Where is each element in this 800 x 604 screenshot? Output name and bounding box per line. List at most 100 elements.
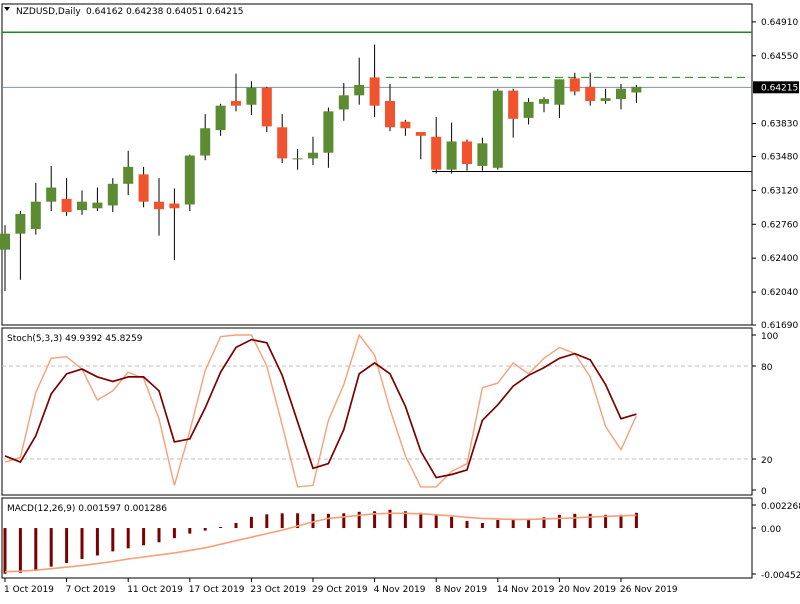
macd-title: MACD(12,26,9) 0.001597 0.001286: [7, 504, 167, 514]
candle: [415, 132, 426, 160]
macd-histogram-bar: [34, 528, 38, 570]
time-tick-label: 23 Oct 2019: [250, 585, 306, 595]
candle-body: [400, 121, 411, 129]
macd-histogram-bar: [3, 528, 7, 574]
candle: [462, 139, 472, 171]
macd-histogram-bar: [573, 513, 577, 529]
macd-histogram-bar: [326, 513, 330, 529]
stoch-tick-label: 80: [761, 363, 773, 373]
time-tick-label: 1 Oct 2019: [4, 585, 54, 595]
macd-histogram-bar: [18, 528, 22, 573]
candlestick-series: [0, 44, 642, 292]
candle-body: [292, 158, 303, 160]
candle-body: [92, 202, 103, 209]
time-tick-label: 17 Oct 2019: [189, 585, 245, 595]
candle: [354, 57, 365, 105]
candle: [400, 119, 411, 136]
macd-histogram-bar: [419, 512, 423, 529]
macd-axis: 0.002268 0.00 -0.004526: [752, 502, 800, 581]
stochastic-plot: [2, 333, 752, 488]
candle-body: [61, 198, 72, 213]
candle-body: [569, 78, 580, 92]
stoch-tick-label: 0: [761, 487, 767, 497]
candle-body: [123, 166, 134, 184]
panel-frames: [1, 3, 753, 579]
candle: [231, 73, 241, 112]
candle: [292, 148, 303, 170]
candle: [585, 72, 596, 106]
triangle-down-icon[interactable]: [4, 7, 10, 11]
macd-histogram-bar: [157, 528, 161, 543]
candle: [338, 83, 349, 121]
stoch-main-line: [4, 333, 638, 488]
candle: [169, 188, 180, 261]
macd-histogram-bar: [265, 514, 269, 529]
macd-histogram-bar: [388, 509, 392, 529]
candle: [477, 137, 488, 171]
price-tick-label: 0.64550: [761, 52, 798, 62]
candle: [215, 103, 226, 136]
candle-body: [492, 90, 503, 168]
price-tick-label: 0.64910: [761, 18, 798, 28]
candle-body: [354, 84, 365, 96]
price-tick-label: 0.63830: [761, 120, 798, 130]
candle: [138, 166, 149, 208]
macd-histogram-bar: [311, 513, 315, 529]
macd-histogram-bar: [450, 516, 454, 529]
candle-body: [431, 136, 442, 170]
candle-body: [523, 101, 534, 118]
candle-body: [184, 155, 195, 205]
candle-body: [246, 87, 257, 105]
candle-body: [15, 213, 26, 234]
macd-histogram-bar: [249, 516, 253, 529]
symbol-label: NZDUSD,Daily: [16, 7, 81, 17]
price-tick-label: 0.62400: [761, 254, 798, 264]
candle-body: [446, 141, 457, 170]
candle: [523, 98, 534, 125]
candle-body: [231, 100, 241, 106]
price-tick-label: 0.62040: [761, 288, 798, 298]
macd-histogram-bar: [604, 514, 608, 529]
candle: [616, 84, 626, 110]
candle-body: [616, 88, 626, 100]
candle-body: [215, 105, 226, 131]
macd-histogram-bar: [296, 513, 300, 529]
macd-histogram-bar: [588, 513, 592, 529]
candle-body: [138, 174, 149, 202]
candle: [77, 190, 87, 215]
macd-signal-line: [4, 512, 637, 573]
macd-histogram-bar: [496, 519, 500, 529]
last-price-tag: [753, 81, 799, 94]
macd-tick-label: 0.002268: [761, 502, 800, 512]
candle-body: [415, 132, 426, 136]
macd-histogram-bar: [172, 528, 176, 539]
candle-body: [277, 127, 288, 159]
candle-body: [600, 98, 611, 101]
time-tick-label: 11 Oct 2019: [127, 585, 183, 595]
macd-histogram-bar: [234, 522, 238, 529]
candle-body: [385, 100, 395, 128]
time-tick-label: 7 Oct 2019: [66, 585, 116, 595]
candle: [246, 81, 257, 116]
macd-histogram-bar: [403, 511, 407, 529]
time-tick-label: 29 Oct 2019: [312, 585, 368, 595]
panel-frame: [1, 3, 753, 326]
macd-histogram-bar: [280, 513, 284, 529]
macd-histogram-bar: [634, 512, 638, 529]
stochastic-axis: 100 80 20 0: [752, 332, 778, 497]
candle-body: [261, 87, 272, 127]
macd-histogram-bar: [434, 514, 438, 529]
candle-body: [462, 141, 472, 165]
macd-histogram-bar: [511, 519, 515, 529]
candle: [631, 84, 642, 103]
macd-histogram-bar: [557, 514, 561, 529]
candle-body: [154, 201, 164, 210]
price-tick-label: 0.61690: [761, 321, 798, 331]
macd-histogram-bar: [126, 528, 130, 549]
candle-body: [107, 183, 118, 206]
macd-histogram-bar: [203, 528, 207, 531]
candle-body: [200, 128, 211, 156]
stoch-tick-label: 20: [761, 456, 773, 466]
